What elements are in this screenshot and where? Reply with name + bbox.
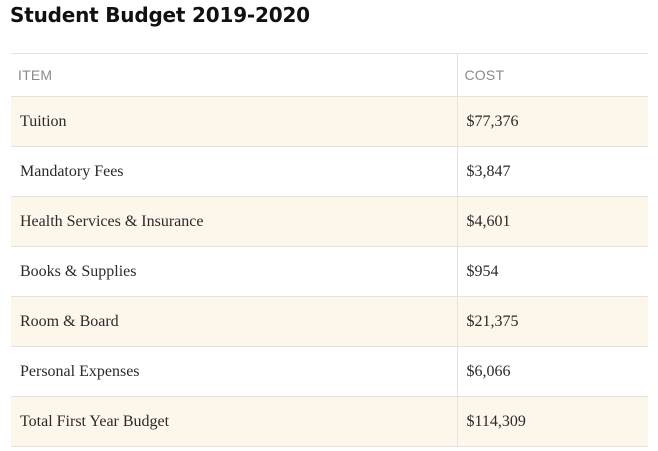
- column-header-cost: COST: [456, 54, 648, 97]
- table-row: Personal Expenses $6,066: [11, 346, 648, 397]
- table-row: Books & Supplies $954: [11, 246, 648, 297]
- cost-cell: $114,309: [456, 396, 648, 447]
- table-row-total: Total First Year Budget $114,309: [11, 396, 648, 447]
- cost-cell: $4,601: [456, 196, 648, 247]
- column-header-item: ITEM: [11, 54, 457, 97]
- header-row: ITEM COST: [11, 54, 648, 97]
- budget-table: ITEM COST Tuition $77,376 Mandatory Fees…: [11, 54, 648, 447]
- budget-table-container: ITEM COST Tuition $77,376 Mandatory Fees…: [11, 53, 648, 447]
- table-row: Room & Board $21,375: [11, 296, 648, 347]
- table-row: Health Services & Insurance $4,601: [11, 196, 648, 247]
- cost-cell: $3,847: [456, 146, 648, 197]
- page-title: Student Budget 2019-2020: [10, 3, 310, 27]
- item-cell: Room & Board: [11, 296, 457, 347]
- cost-cell: $6,066: [456, 346, 648, 397]
- item-cell: Tuition: [11, 96, 457, 147]
- item-cell: Mandatory Fees: [11, 146, 457, 197]
- table-row: Tuition $77,376: [11, 96, 648, 147]
- table-body: Tuition $77,376 Mandatory Fees $3,847 He…: [11, 96, 648, 447]
- cost-cell: $954: [456, 246, 648, 297]
- item-cell: Total First Year Budget: [11, 396, 457, 447]
- item-cell: Health Services & Insurance: [11, 196, 457, 247]
- cost-cell: $21,375: [456, 296, 648, 347]
- table-header: ITEM COST: [11, 54, 648, 97]
- cost-cell: $77,376: [456, 96, 648, 147]
- table-row: Mandatory Fees $3,847: [11, 146, 648, 197]
- item-cell: Books & Supplies: [11, 246, 457, 297]
- item-cell: Personal Expenses: [11, 346, 457, 397]
